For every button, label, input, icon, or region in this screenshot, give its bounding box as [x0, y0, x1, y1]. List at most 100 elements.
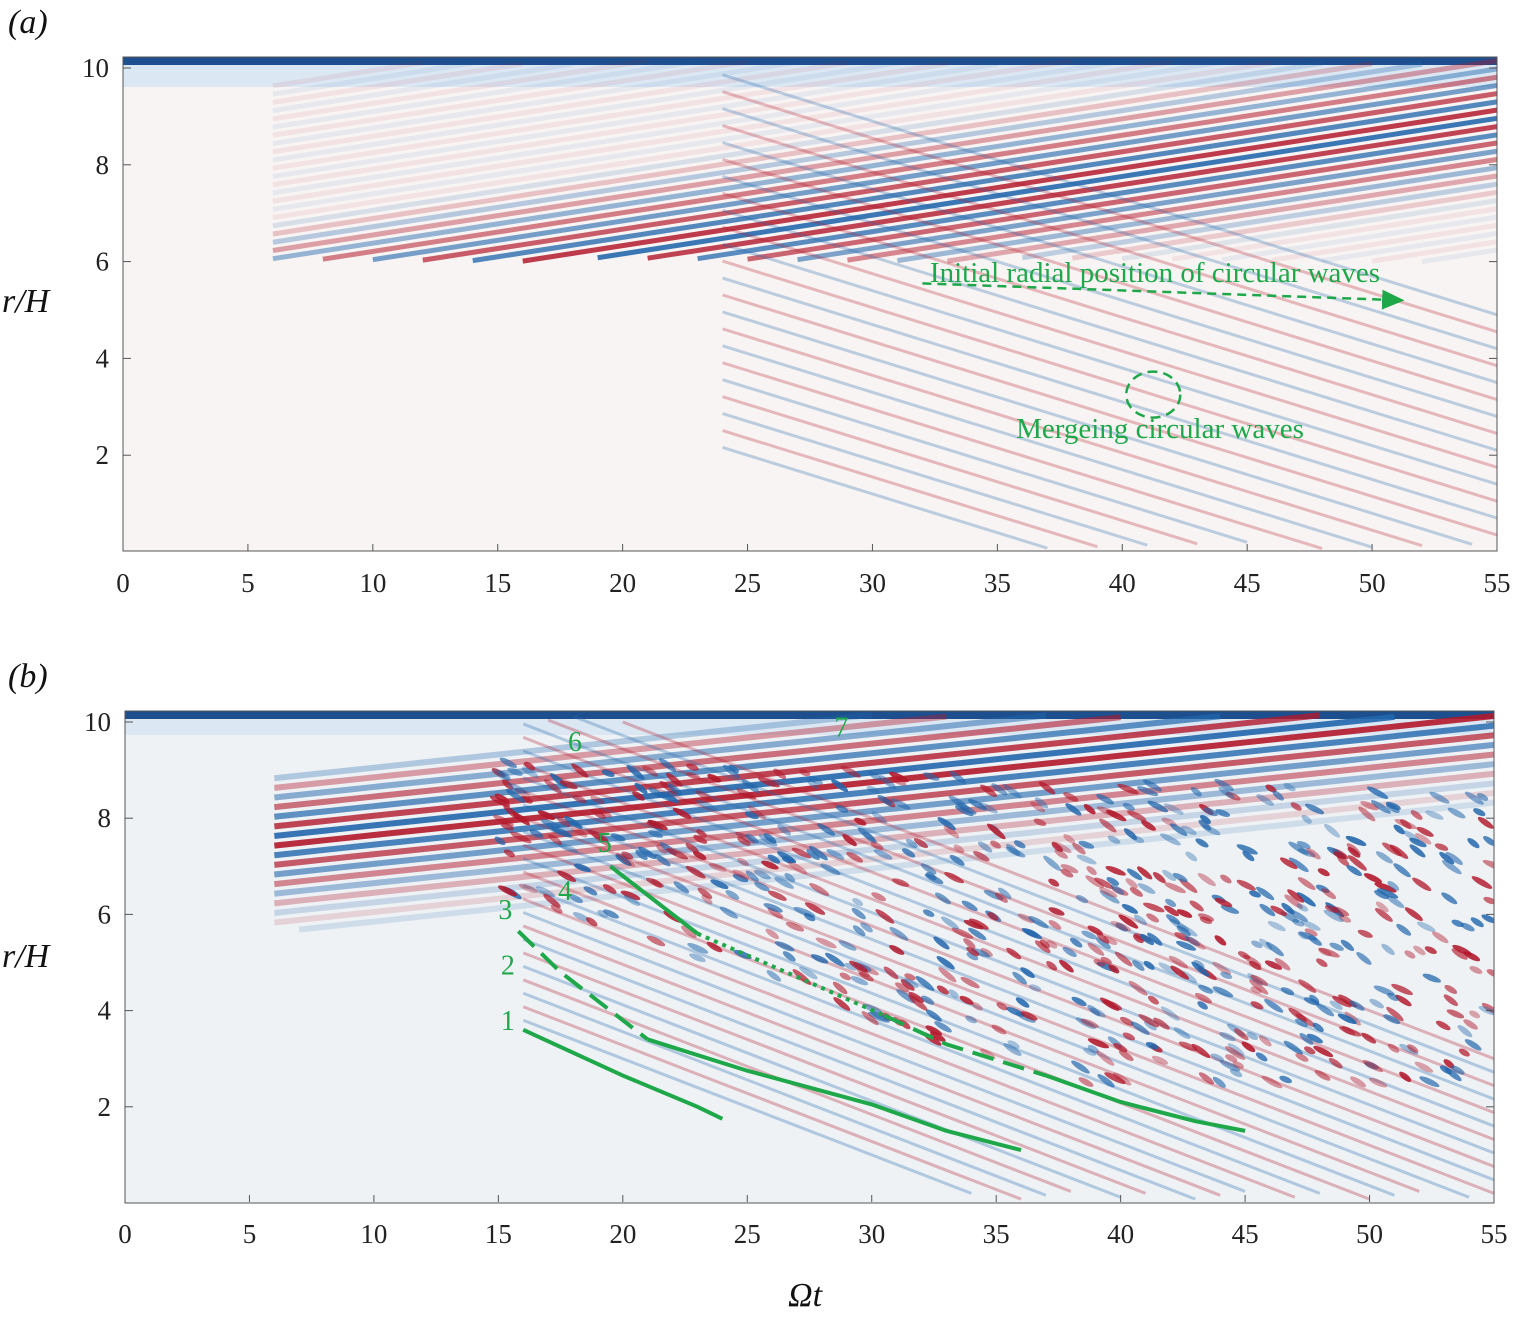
wave-blob [1481, 914, 1494, 924]
wave-blob [943, 825, 960, 839]
wave-blob [722, 764, 741, 779]
wave-blob [857, 827, 876, 843]
wave-blob [1393, 863, 1411, 878]
wave-crest [547, 718, 1494, 1088]
wave-blob [871, 892, 887, 902]
wave-crest [572, 714, 1494, 1074]
plot-area-b [125, 711, 1494, 1203]
wave-blob [1107, 835, 1121, 844]
wave-crest [274, 711, 873, 782]
wave-blob [1013, 840, 1026, 849]
wave-blob [1048, 907, 1065, 916]
wave-blob [1083, 804, 1096, 815]
wave-blob [654, 853, 671, 867]
wave-blob [808, 845, 828, 861]
y-tick-label: 2 [96, 440, 110, 470]
wave-blob [736, 788, 757, 800]
wave-curve-solid [647, 1037, 1022, 1153]
wave-label: 6 [568, 727, 582, 758]
wave-blob [1434, 843, 1449, 851]
wave-blob [610, 833, 626, 842]
wave-blob [621, 851, 634, 860]
wave-crest [422, 91, 1497, 263]
wave-blob [920, 863, 937, 875]
wave-blob [1404, 950, 1416, 959]
wave-blob [1323, 909, 1344, 923]
wave-crest [747, 140, 1497, 262]
wave-blob [1409, 844, 1426, 858]
annotations-a: Initial radial position of circular wave… [922, 257, 1405, 445]
wave-blob [787, 861, 808, 875]
annotation-merging-waves: Mergeing circular waves [1016, 413, 1304, 445]
wave-blob [1006, 947, 1022, 960]
wave-blob [761, 860, 779, 870]
wave-blob [925, 1025, 943, 1036]
wave-blob [1447, 807, 1466, 819]
wave-blob [1284, 894, 1303, 909]
wave-blob [646, 935, 666, 947]
wave-crest [272, 61, 948, 171]
wave-blob [1314, 1070, 1331, 1081]
wave-blob [809, 883, 830, 896]
wave-blob [1030, 801, 1046, 813]
x-tick-label: 10 [360, 1219, 387, 1249]
wave-blob [858, 971, 874, 982]
wave-blob [1337, 855, 1350, 867]
wave-crest [274, 713, 1221, 820]
wave-blob [1441, 860, 1462, 875]
wave-blob [799, 966, 818, 980]
wave-blob [1295, 1053, 1309, 1062]
wave-blob [1450, 1065, 1465, 1075]
x-tick-label: 50 [1359, 568, 1386, 598]
wave-blob [1425, 810, 1444, 820]
y-tick-label: 8 [98, 803, 112, 833]
wave-blob [1048, 920, 1062, 930]
wave-blob [1028, 984, 1042, 992]
wave-blob [1346, 865, 1363, 877]
wave-blob [518, 883, 538, 893]
wave-blob [1296, 892, 1316, 907]
wave-blob [1076, 854, 1097, 865]
wave-blob [648, 829, 664, 838]
wave-crest [722, 90, 1497, 334]
wave-blob [810, 954, 829, 964]
wave-crest [522, 964, 1122, 1199]
wave-blob [1060, 868, 1074, 878]
wave-blob [1237, 951, 1251, 960]
wave-blob [1375, 901, 1389, 913]
wave-blob [977, 841, 993, 853]
wave-blob [850, 976, 869, 986]
wave-blob [809, 776, 823, 785]
wave-blob [1094, 877, 1114, 889]
wave-blob [889, 776, 907, 786]
wave-blob [1106, 809, 1127, 822]
wave-blob [1081, 930, 1097, 940]
wave-blob [863, 831, 877, 844]
wave-blob [1393, 824, 1405, 835]
wave-blob [1080, 1018, 1099, 1028]
wave-blob [1015, 997, 1030, 1008]
wave-blob [1108, 964, 1120, 974]
x-tick-label: 0 [116, 568, 130, 598]
wave-crest [722, 446, 1048, 550]
wave-blob [1129, 887, 1143, 897]
wave-blob [1100, 956, 1112, 965]
wave-blob [1096, 933, 1110, 944]
wave-crest [522, 991, 1047, 1197]
wave-crest [897, 165, 1497, 264]
wave-blob [798, 769, 811, 777]
wave-blob [825, 952, 845, 967]
wave-blob [615, 854, 632, 867]
wave-blob [817, 823, 836, 836]
wave-blob [1486, 969, 1494, 978]
wave-crest [722, 259, 1497, 503]
wave-blob [1288, 857, 1309, 873]
wave-blob [1170, 965, 1190, 980]
wave-blob [1317, 868, 1330, 877]
wave-blob [1332, 906, 1350, 917]
wave-crest [274, 713, 947, 791]
wave-blob [548, 834, 563, 845]
wave-blob [1147, 932, 1163, 946]
wave-blob [489, 795, 511, 808]
wave-blob [540, 819, 561, 829]
